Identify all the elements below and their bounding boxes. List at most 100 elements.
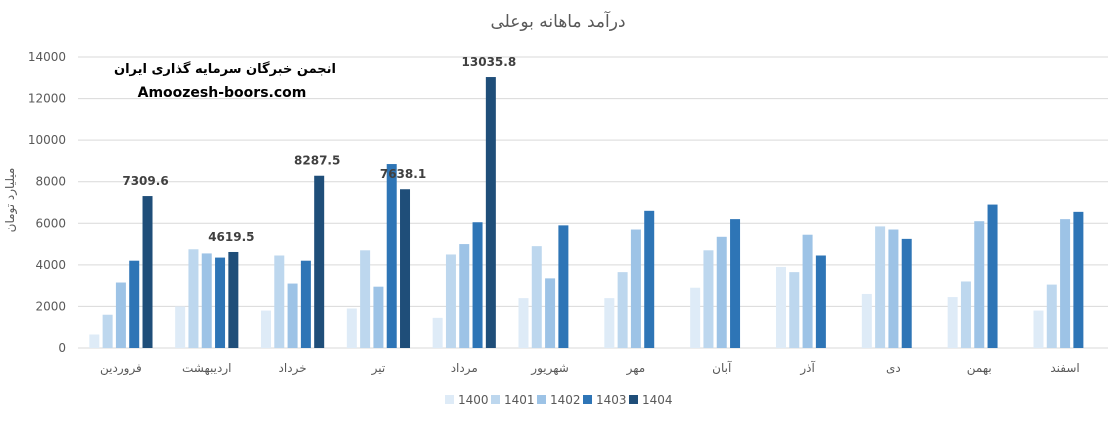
- bar-1403-3: [386, 164, 397, 348]
- x-category-label: خرداد: [279, 361, 307, 376]
- bar-1400-4: [432, 317, 443, 348]
- bar-1401-1: [188, 249, 199, 348]
- bar-1401-8: [789, 272, 800, 348]
- bar-1402-11: [1060, 219, 1071, 348]
- y-axis-ticks: 0 2000 4000 6000 8000 10000 12000 14000: [28, 50, 66, 355]
- legend-label: 1403: [596, 393, 627, 407]
- bar-1402-9: [888, 229, 899, 348]
- bar-1403-0: [129, 260, 140, 348]
- bar-1401-5: [531, 246, 542, 348]
- watermark-title: انجمن خبرگان سرمایه گذاری ایران: [114, 61, 336, 77]
- bar-1402-6: [630, 229, 641, 348]
- bar-1400-10: [947, 297, 958, 348]
- data-label: 7638.1: [380, 167, 426, 181]
- bar-1404-1: [228, 251, 239, 348]
- y-tick-label: 12000: [28, 92, 66, 106]
- data-label: 13035.8: [462, 55, 517, 69]
- bar-1402-0: [115, 282, 126, 348]
- bar-1403-10: [987, 204, 998, 348]
- watermark-url: Amoozesh-boors.com: [138, 85, 307, 101]
- data-labels: 7309.6 4619.5 8287.5 7638.1 13035.8: [122, 55, 516, 244]
- bar-1400-5: [518, 298, 529, 348]
- bar-1401-9: [875, 226, 886, 348]
- bar-1400-7: [690, 287, 701, 348]
- legend-swatch-1402: [537, 395, 546, 404]
- legend-swatch-1400: [445, 395, 454, 404]
- legend: 1400 1401 1402 1403 1404: [445, 393, 673, 407]
- bar-1404-3: [400, 189, 411, 348]
- bar-1401-6: [617, 272, 628, 348]
- bar-1403-11: [1073, 211, 1084, 348]
- bar-1401-11: [1046, 284, 1057, 348]
- bar-1403-6: [644, 210, 655, 348]
- legend-swatch-1401: [491, 395, 500, 404]
- bar-1402-4: [459, 244, 470, 348]
- bar-1402-1: [201, 253, 212, 348]
- bar-1401-7: [703, 250, 714, 348]
- y-tick-label: 4000: [35, 258, 66, 272]
- x-category-label: فروردین: [100, 361, 142, 376]
- bar-1401-0: [102, 314, 113, 348]
- data-label: 7309.6: [122, 174, 168, 188]
- y-tick-label: 14000: [28, 50, 66, 64]
- bar-1402-5: [545, 278, 556, 348]
- x-category-label: مرداد: [451, 361, 478, 376]
- bar-1401-10: [960, 281, 971, 348]
- bar-1401-3: [360, 250, 371, 348]
- bar-1403-2: [300, 260, 311, 348]
- bar-1403-1: [215, 257, 226, 348]
- x-axis-categories: فروردین اردیبهشت خرداد تیر مرداد شهریور مهر آبا…: [100, 360, 1080, 376]
- x-category-label: شهریور: [530, 361, 569, 376]
- x-category-label: اردیبهشت: [182, 361, 231, 376]
- x-category-label: دی: [886, 361, 901, 375]
- x-category-label: مهر: [626, 361, 646, 376]
- legend-label: 1404: [642, 393, 673, 407]
- bar-1402-10: [974, 221, 985, 348]
- bar-1403-8: [815, 255, 826, 348]
- legend-label: 1402: [550, 393, 581, 407]
- x-category-label: اسفند: [1050, 361, 1079, 375]
- bar-1400-6: [604, 298, 615, 348]
- y-tick-label: 10000: [28, 133, 66, 147]
- y-tick-label: 8000: [35, 175, 66, 189]
- bar-1400-1: [175, 306, 186, 348]
- bar-1400-0: [89, 334, 100, 348]
- x-category-label: تیر: [371, 361, 386, 376]
- bar-1401-2: [274, 255, 285, 348]
- y-tick-label: 0: [58, 341, 66, 355]
- legend-swatch-1404: [629, 395, 638, 404]
- bar-1400-3: [346, 308, 357, 348]
- y-tick-label: 6000: [35, 216, 66, 230]
- bar-1400-2: [260, 310, 271, 348]
- data-label: 4619.5: [208, 230, 254, 244]
- legend-label: 1401: [504, 393, 535, 407]
- bar-1400-8: [775, 266, 786, 348]
- bar-1402-2: [287, 283, 298, 348]
- chart-title: درآمد ماهانه بوعلی: [490, 10, 625, 32]
- bar-1400-11: [1033, 310, 1044, 348]
- gridlines: [78, 56, 1108, 349]
- x-category-label: بهمن: [967, 361, 992, 376]
- legend-swatch-1403: [583, 395, 592, 404]
- bars: [89, 77, 1084, 348]
- bar-1403-5: [558, 225, 569, 348]
- x-category-label: آذر: [799, 360, 815, 376]
- bar-1402-7: [716, 236, 727, 348]
- bar-1403-9: [901, 238, 912, 348]
- y-axis-title: میلیارد تومان: [3, 168, 18, 233]
- bar-1403-4: [472, 222, 483, 348]
- bar-1404-2: [314, 175, 325, 348]
- x-category-label: آبان: [712, 360, 732, 375]
- y-tick-label: 2000: [35, 299, 66, 313]
- bar-1402-8: [802, 234, 813, 348]
- bar-1404-4: [485, 77, 496, 348]
- bar-1400-9: [861, 293, 872, 348]
- bar-1404-0: [142, 196, 153, 348]
- bar-1402-3: [373, 286, 384, 348]
- legend-label: 1400: [458, 393, 489, 407]
- bar-1403-7: [730, 219, 741, 348]
- bar-1401-4: [445, 254, 456, 348]
- data-label: 8287.5: [294, 154, 340, 168]
